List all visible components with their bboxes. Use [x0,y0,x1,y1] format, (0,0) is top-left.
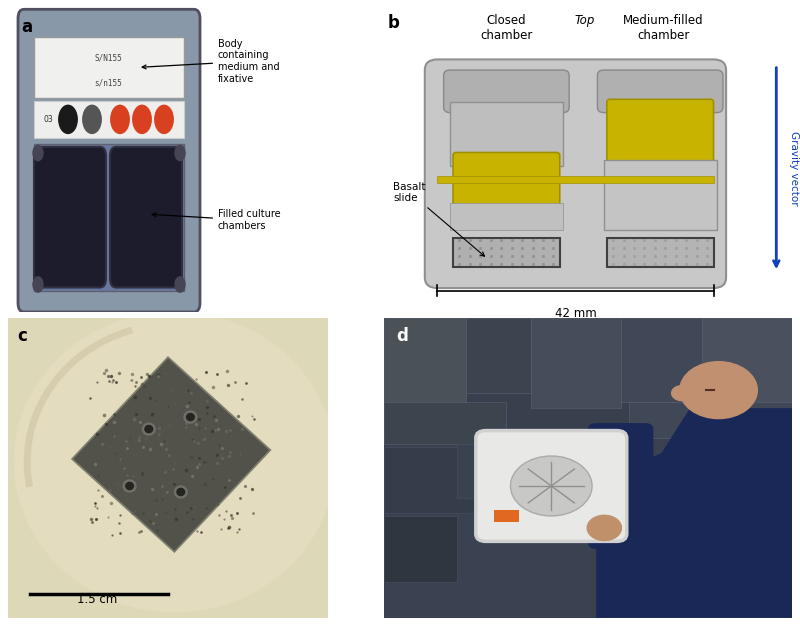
Bar [531,318,621,408]
Circle shape [175,145,185,160]
Circle shape [145,426,153,432]
Bar [384,318,466,402]
Bar [384,318,792,438]
Text: 1.5 cm: 1.5 cm [78,593,118,606]
Circle shape [133,105,151,134]
Circle shape [680,362,758,419]
Circle shape [174,486,187,498]
Text: Basalt
slide: Basalt slide [394,182,485,256]
Bar [34,144,184,291]
Text: S/N155: S/N155 [94,54,122,63]
Text: d: d [396,327,408,345]
Circle shape [510,456,592,516]
Circle shape [175,277,185,292]
Circle shape [110,105,130,134]
Polygon shape [596,408,792,618]
Bar [604,160,717,230]
Text: Medium-filled
chamber: Medium-filled chamber [623,14,704,42]
FancyBboxPatch shape [694,453,792,570]
Bar [458,444,506,498]
Text: Filled culture
chambers: Filled culture chambers [152,210,281,231]
Text: c: c [18,327,27,345]
Circle shape [672,386,692,401]
Circle shape [126,482,134,490]
Circle shape [14,312,334,612]
Text: a: a [21,19,32,36]
FancyBboxPatch shape [476,431,626,542]
Bar [34,37,184,98]
Bar [384,438,792,618]
Bar [453,238,560,267]
FancyBboxPatch shape [34,147,106,288]
Circle shape [33,145,43,160]
FancyBboxPatch shape [110,147,182,288]
Bar [450,102,563,166]
Bar [34,101,184,138]
Bar [438,177,714,183]
Circle shape [186,414,194,421]
Text: Top: Top [574,14,595,27]
Bar [384,516,458,582]
Bar [450,203,563,230]
Circle shape [59,105,77,134]
Bar [702,318,792,414]
Circle shape [123,480,136,492]
Text: s/n155: s/n155 [94,78,122,87]
Bar [629,402,792,438]
Circle shape [177,489,185,495]
Circle shape [587,515,622,540]
Text: Closed
chamber: Closed chamber [480,14,533,42]
Circle shape [155,105,173,134]
Bar [384,447,474,513]
FancyBboxPatch shape [453,152,560,211]
Circle shape [142,423,155,435]
Bar [607,238,714,267]
Text: Gravity vector: Gravity vector [789,131,799,206]
Text: 42 mm: 42 mm [554,306,596,319]
Bar [621,318,702,402]
Bar [466,318,531,393]
Bar [384,402,506,444]
FancyBboxPatch shape [598,70,723,112]
FancyBboxPatch shape [444,70,569,112]
Polygon shape [72,357,270,552]
Text: 03: 03 [44,115,54,124]
Bar [494,510,518,522]
FancyBboxPatch shape [425,59,726,288]
FancyBboxPatch shape [607,99,714,168]
FancyBboxPatch shape [588,423,654,549]
Text: b: b [388,14,400,32]
Text: Body
containing
medium and
fixative: Body containing medium and fixative [142,39,280,84]
Circle shape [83,105,101,134]
FancyBboxPatch shape [18,9,200,312]
Circle shape [184,411,197,423]
Circle shape [33,277,43,292]
